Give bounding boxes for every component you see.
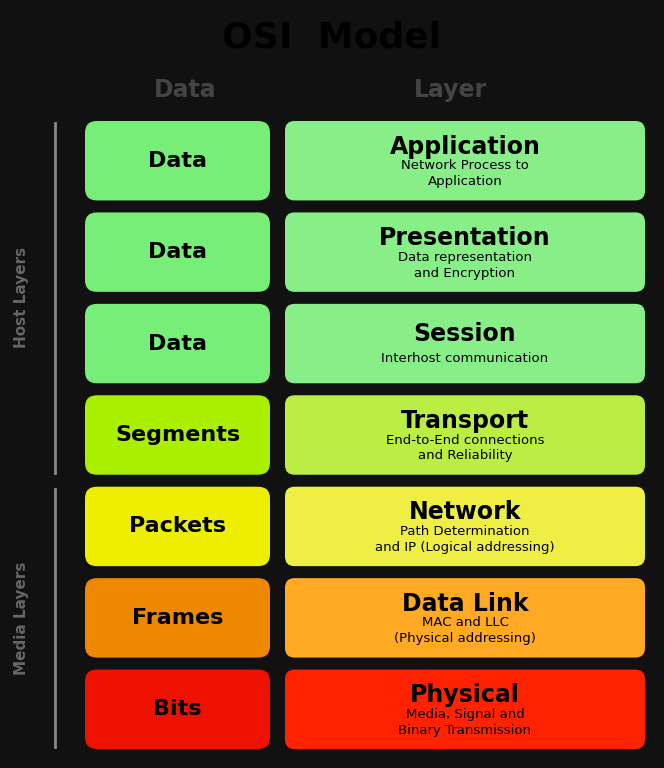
Text: Frames: Frames xyxy=(132,607,223,628)
FancyBboxPatch shape xyxy=(85,670,270,749)
Text: Presentation: Presentation xyxy=(379,226,551,250)
Text: Segments: Segments xyxy=(115,425,240,445)
Text: MAC and LLC
(Physical addressing): MAC and LLC (Physical addressing) xyxy=(394,617,536,645)
Text: Interhost communication: Interhost communication xyxy=(381,352,548,365)
FancyBboxPatch shape xyxy=(85,213,270,292)
Text: Data: Data xyxy=(148,333,207,353)
Text: Data: Data xyxy=(148,242,207,262)
FancyBboxPatch shape xyxy=(85,578,270,657)
Text: Media Layers: Media Layers xyxy=(15,561,29,674)
Text: Session: Session xyxy=(414,322,517,346)
Text: Path Determination
and IP (Logical addressing): Path Determination and IP (Logical addre… xyxy=(375,525,555,554)
FancyBboxPatch shape xyxy=(285,578,645,657)
FancyBboxPatch shape xyxy=(285,213,645,292)
Text: Data representation
and Encryption: Data representation and Encryption xyxy=(398,250,532,280)
Text: Physical: Physical xyxy=(410,684,520,707)
Text: Transport: Transport xyxy=(401,409,529,433)
FancyBboxPatch shape xyxy=(285,670,645,749)
Text: OSI  Model: OSI Model xyxy=(222,21,442,55)
Text: Host Layers: Host Layers xyxy=(15,247,29,349)
Text: End-to-End connections
and Reliability: End-to-End connections and Reliability xyxy=(386,433,544,462)
Text: Data: Data xyxy=(148,151,207,170)
FancyBboxPatch shape xyxy=(285,487,645,566)
FancyBboxPatch shape xyxy=(85,396,270,475)
Text: Layer: Layer xyxy=(414,78,487,102)
Text: Application: Application xyxy=(390,134,540,159)
Text: Network: Network xyxy=(409,501,521,525)
Text: Network Process to
Application: Network Process to Application xyxy=(401,159,529,188)
Text: Bits: Bits xyxy=(153,700,202,720)
FancyBboxPatch shape xyxy=(85,304,270,383)
Text: Media, Signal and
Binary Transmission: Media, Signal and Binary Transmission xyxy=(398,708,531,737)
FancyBboxPatch shape xyxy=(285,396,645,475)
FancyBboxPatch shape xyxy=(285,121,645,200)
Text: Packets: Packets xyxy=(129,516,226,536)
FancyBboxPatch shape xyxy=(285,304,645,383)
Text: Data Link: Data Link xyxy=(402,592,529,616)
FancyBboxPatch shape xyxy=(85,121,270,200)
FancyBboxPatch shape xyxy=(85,487,270,566)
Text: Data: Data xyxy=(153,78,216,102)
